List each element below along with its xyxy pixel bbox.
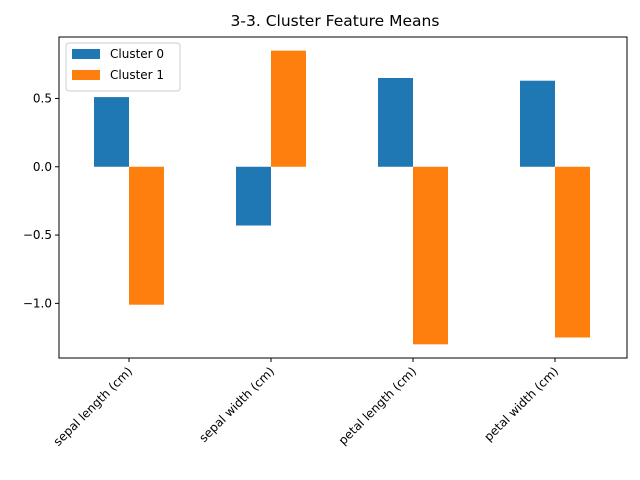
bars-group [94,50,590,345]
legend-swatch-1 [72,70,100,80]
x-axis: sepal length (cm) sepal width (cm) petal l… [51,358,561,449]
bar-cluster-0-0 [94,97,129,167]
y-tick-label: −0.5 [23,228,52,242]
legend-label-0: Cluster 0 [110,47,164,61]
bar-cluster-1-1 [271,50,306,167]
y-axis: −1.0 −0.5 0.0 0.5 [23,91,59,310]
x-tick-label: petal width (cm) [481,364,561,444]
y-tick-label: 0.0 [33,160,52,174]
bar-cluster-0-3 [520,80,555,167]
legend: Cluster 0 Cluster 1 [65,42,181,92]
legend-label-1: Cluster 1 [110,68,164,82]
x-tick-label: petal length (cm) [336,364,419,447]
x-tick-label: sepal length (cm) [51,364,135,448]
chart-title: 3-3. Cluster Feature Means [231,12,440,30]
y-tick-label: 0.5 [33,91,52,105]
bar-cluster-0-1 [236,166,271,226]
x-tick-label: sepal width (cm) [196,364,277,445]
bar-cluster-1-2 [413,166,448,345]
bar-cluster-0-2 [378,77,413,167]
y-tick-label: −1.0 [23,296,52,310]
legend-swatch-0 [72,49,100,59]
bar-cluster-1-0 [129,166,164,305]
plot-frame [58,36,628,359]
bar-cluster-1-3 [555,166,590,338]
